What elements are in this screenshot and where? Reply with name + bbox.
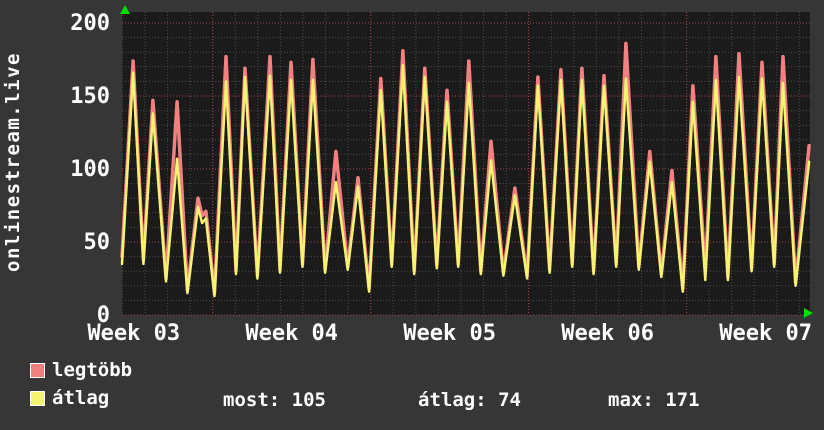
y-axis-arrow-icon — [120, 5, 130, 14]
x-tick-label: Week 03 — [87, 321, 180, 346]
x-tick-label: Week 04 — [245, 321, 338, 346]
y-tick-label: 150 — [70, 84, 110, 109]
legend-item-legtobb: legtöbb — [30, 359, 133, 381]
x-axis-arrow-icon — [804, 308, 813, 318]
legtobb-swatch-icon — [30, 362, 45, 378]
atlag-label: átlag — [52, 387, 110, 409]
y-tick-label: 50 — [84, 230, 111, 255]
stat-atlag: átlag: 74 — [418, 389, 521, 411]
chart-svg: 0 50 100 150 200 Week 03 Week 04 Week 05 Week 06… — [70, 5, 813, 346]
legend-item-atlag: átlag — [30, 387, 110, 409]
stat-max: max: 171 — [608, 389, 700, 411]
x-tick-label: Week 07 — [719, 321, 812, 346]
stat-most: most: 105 — [223, 389, 326, 411]
legtobb-label: legtöbb — [52, 359, 133, 381]
y-tick-label: 200 — [70, 11, 110, 36]
y-tick-label: 100 — [70, 157, 110, 182]
x-tick-label: Week 05 — [403, 321, 496, 346]
x-tick-label: Week 06 — [561, 321, 654, 346]
y-tick-label: 0 — [97, 303, 110, 328]
atlag-swatch-icon — [30, 390, 45, 406]
